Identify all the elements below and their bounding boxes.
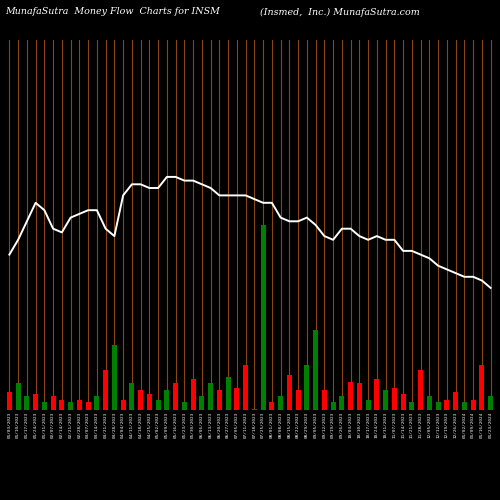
Bar xyxy=(252,408,257,410)
Bar xyxy=(33,394,38,410)
Bar xyxy=(77,400,82,410)
Bar xyxy=(287,375,292,410)
Bar xyxy=(138,390,143,410)
Bar xyxy=(322,390,327,410)
Bar xyxy=(24,396,29,410)
Bar xyxy=(217,390,222,410)
Bar xyxy=(234,388,240,410)
Bar xyxy=(103,370,108,410)
Bar xyxy=(488,396,493,410)
Bar xyxy=(313,330,318,410)
Bar xyxy=(42,402,47,410)
Bar xyxy=(278,396,283,410)
Bar xyxy=(374,378,380,410)
Bar xyxy=(112,345,117,410)
Bar xyxy=(410,402,414,410)
Bar xyxy=(68,402,73,410)
Bar xyxy=(453,392,458,410)
Bar xyxy=(190,378,196,410)
Bar xyxy=(7,392,12,410)
Bar xyxy=(260,225,266,410)
Bar xyxy=(182,402,187,410)
Bar xyxy=(400,394,406,410)
Bar xyxy=(208,384,213,410)
Bar xyxy=(226,376,230,410)
Bar xyxy=(147,394,152,410)
Bar xyxy=(156,400,160,410)
Bar xyxy=(427,396,432,410)
Bar xyxy=(418,370,423,410)
Bar xyxy=(470,400,476,410)
Bar xyxy=(436,402,440,410)
Bar xyxy=(330,402,336,410)
Bar xyxy=(357,384,362,410)
Bar xyxy=(340,396,344,410)
Bar xyxy=(480,365,484,410)
Bar xyxy=(94,396,100,410)
Bar xyxy=(462,402,467,410)
Bar xyxy=(120,400,126,410)
Bar xyxy=(173,384,178,410)
Bar xyxy=(270,402,274,410)
Bar xyxy=(383,390,388,410)
Bar xyxy=(243,365,248,410)
Bar xyxy=(304,365,310,410)
Bar xyxy=(50,396,56,410)
Bar xyxy=(86,402,90,410)
Bar xyxy=(60,400,64,410)
Bar xyxy=(348,382,353,410)
Bar xyxy=(392,388,397,410)
Text: MunafaSutra  Money Flow  Charts for INSM: MunafaSutra Money Flow Charts for INSM xyxy=(5,8,220,16)
Bar xyxy=(366,400,370,410)
Text: (Insmed,  Inc.) MunafaSutra.com: (Insmed, Inc.) MunafaSutra.com xyxy=(260,8,420,16)
Bar xyxy=(444,400,450,410)
Bar xyxy=(296,390,300,410)
Bar xyxy=(200,396,204,410)
Bar xyxy=(164,390,170,410)
Bar xyxy=(16,384,20,410)
Bar xyxy=(130,384,134,410)
